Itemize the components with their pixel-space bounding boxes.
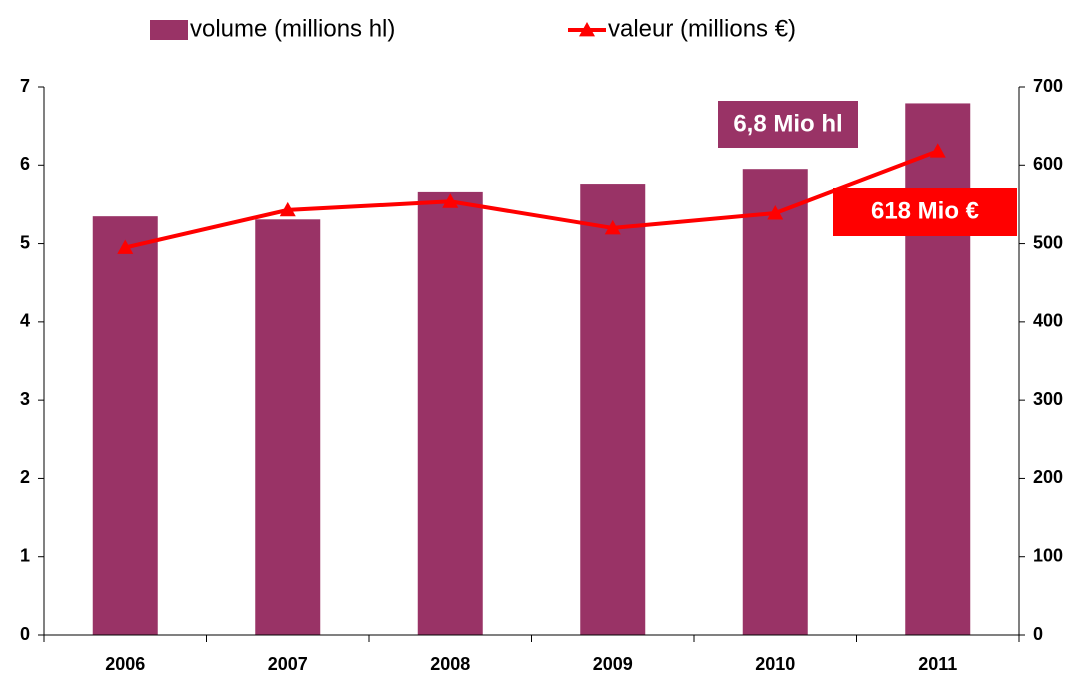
line-marker <box>117 239 134 254</box>
line-marker <box>767 205 784 220</box>
y-tick-label: 1 <box>20 545 30 565</box>
x-tick-label: 2010 <box>755 654 795 674</box>
y-tick-label: 6 <box>20 154 30 174</box>
y2-tick-label: 0 <box>1033 624 1043 644</box>
y-tick-label: 5 <box>20 232 30 252</box>
line-marker <box>442 193 459 208</box>
annotation: 6,8 Mio hl <box>733 110 842 137</box>
line-marker <box>279 201 296 217</box>
y-tick-label: 3 <box>20 389 30 409</box>
annotation-box <box>718 101 858 148</box>
y2-tick-label: 500 <box>1033 232 1063 252</box>
y2-tick-label: 100 <box>1033 545 1063 565</box>
annotation: 618 Mio € <box>871 197 979 224</box>
bar <box>92 216 158 635</box>
x-tick-label: 2011 <box>918 654 957 674</box>
bar <box>905 103 971 635</box>
bar <box>417 191 483 635</box>
y2-tick-label: 200 <box>1033 467 1063 487</box>
line <box>124 149 939 250</box>
x-tick-label: 2007 <box>268 654 308 674</box>
line-marker <box>604 219 621 235</box>
bar <box>580 184 646 635</box>
y-tick-label: 0 <box>20 624 30 644</box>
line-marker <box>929 143 946 158</box>
annotation-box <box>833 188 1017 236</box>
y-tick-label: 2 <box>20 467 30 487</box>
y-tick-label: 4 <box>20 311 30 331</box>
x-tick-label: 2008 <box>430 654 470 674</box>
y2-tick-label: 600 <box>1033 154 1063 174</box>
legend-marker <box>579 22 595 37</box>
x-tick-label: 2009 <box>593 654 633 674</box>
legend-label: valeur (millions €) <box>608 15 796 42</box>
bar <box>255 219 321 635</box>
legend-swatch <box>150 20 188 40</box>
y2-tick-label: 700 <box>1033 76 1063 96</box>
y2-tick-label: 400 <box>1033 311 1063 331</box>
legend-label: volume (millions hl) <box>190 15 395 42</box>
x-tick-label: 2006 <box>105 654 145 674</box>
y-tick-label: 7 <box>20 76 30 96</box>
bar <box>742 169 808 635</box>
y2-tick-label: 300 <box>1033 389 1063 409</box>
